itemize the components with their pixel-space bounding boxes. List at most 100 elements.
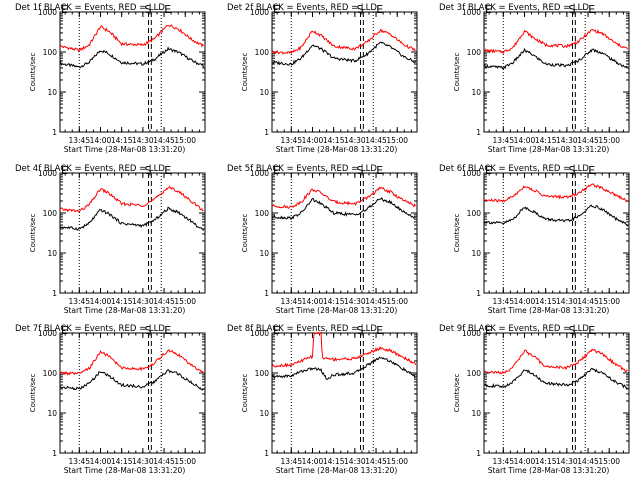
y-axis-label: Counts/sec: [29, 374, 37, 413]
marker-e-left: E: [273, 324, 280, 337]
x-tick-label: 14:15: [111, 136, 133, 145]
x-tick-label: 14:30: [132, 136, 154, 145]
x-axis-label: Start Time (28-Mar-08 13:31:20): [64, 145, 186, 154]
y-tick-label: 1: [476, 449, 481, 458]
y-tick-label: 10: [47, 409, 57, 418]
plot-frame: [483, 332, 630, 454]
x-tick-label: 15:00: [598, 297, 620, 306]
series-line-events: [271, 41, 417, 66]
x-axis-label: Start Time (28-Mar-08 13:31:20): [64, 306, 186, 315]
marker-s: S: [357, 164, 364, 177]
y-tick-label: 1: [264, 289, 269, 298]
y-tick-label: 100: [255, 48, 270, 57]
x-tick-label: 14:00: [90, 297, 112, 306]
y-axis-label: Counts/sec: [453, 214, 461, 253]
x-tick-label: 13:45: [492, 297, 514, 306]
plot-frame: [271, 172, 418, 294]
series-line-events: [483, 204, 629, 227]
x-tick-label: 13:45: [68, 297, 90, 306]
plot-frame: [483, 172, 630, 294]
x-tick-label: 14:45: [153, 297, 175, 306]
x-axis-label: Start Time (28-Mar-08 13:31:20): [488, 306, 610, 315]
panel-title: Det 7f BLACK = Events, RED = LLD: [15, 324, 165, 334]
y-axis-label: Counts/sec: [29, 214, 37, 253]
marker-e-right: E: [588, 3, 595, 16]
x-tick-label: 14:30: [344, 297, 366, 306]
x-tick-label: 14:00: [514, 457, 536, 466]
marker-e-left: E: [61, 164, 68, 177]
x-tick-label: 14:30: [556, 136, 578, 145]
marker-e-left: E: [61, 3, 68, 16]
y-tick-label: 1000: [462, 329, 481, 338]
series-line-lld: [483, 348, 628, 375]
x-tick-label: 14:15: [323, 136, 345, 145]
x-tick-label: 14:00: [302, 297, 324, 306]
x-axis-label: Start Time (28-Mar-08 13:31:20): [64, 466, 186, 475]
panel-title: Det 8f BLACK = Events, RED = LLD: [227, 324, 377, 334]
y-tick-label: 100: [43, 48, 58, 57]
panel-title: Det 1f BLACK = Events, RED = LLD: [15, 3, 165, 13]
y-tick-label: 10: [47, 88, 57, 97]
x-tick-label: 15:00: [598, 136, 620, 145]
x-tick-label: 14:45: [365, 457, 387, 466]
marker-e-left: E: [273, 164, 280, 177]
y-tick-label: 1000: [38, 8, 57, 17]
y-axis-label: Counts/sec: [453, 374, 461, 413]
series-line-lld: [483, 28, 629, 54]
plot-frame: [59, 172, 206, 294]
x-tick-label: 14:30: [132, 457, 154, 466]
series-line-events: [271, 196, 416, 220]
x-tick-label: 13:45: [68, 136, 90, 145]
x-axis-label: Start Time (28-Mar-08 13:31:20): [276, 306, 398, 315]
series-line-lld: [59, 24, 204, 53]
panel-title: Det 6f BLACK = Events, RED = LLD: [439, 164, 589, 174]
y-tick-label: 1000: [250, 8, 269, 17]
y-tick-label: 1000: [38, 169, 57, 178]
panel-title: Det 9f BLACK = Events, RED = LLD: [439, 324, 589, 334]
marker-e-right: E: [164, 324, 171, 337]
y-tick-label: 1: [52, 449, 57, 458]
marker-e-right: E: [164, 3, 171, 16]
plot-frame: [271, 11, 418, 133]
x-tick-label: 13:45: [280, 297, 302, 306]
x-tick-label: 14:00: [302, 457, 324, 466]
y-tick-label: 10: [47, 249, 57, 258]
y-tick-label: 10: [259, 88, 269, 97]
y-axis-label: Counts/sec: [241, 214, 249, 253]
series-line-lld: [271, 28, 416, 55]
y-tick-label: 1: [264, 128, 269, 137]
y-axis-label: Counts/sec: [453, 53, 461, 92]
x-axis-label: Start Time (28-Mar-08 13:31:20): [276, 145, 398, 154]
marker-e-right: E: [588, 324, 595, 337]
marker-s: S: [569, 3, 576, 16]
x-tick-label: 14:00: [302, 136, 324, 145]
marker-e-right: E: [164, 164, 171, 177]
y-tick-label: 1: [52, 289, 57, 298]
y-tick-label: 100: [467, 48, 482, 57]
series-line-lld: [483, 183, 628, 203]
marker-s: S: [145, 3, 152, 16]
series-line-lld: [271, 331, 417, 368]
marker-s: S: [145, 324, 152, 337]
x-tick-label: 14:45: [365, 297, 387, 306]
x-tick-label: 14:45: [153, 136, 175, 145]
marker-e-right: E: [376, 3, 383, 16]
x-tick-label: 13:45: [280, 457, 302, 466]
x-tick-label: 14:15: [111, 297, 133, 306]
series-line-events: [59, 206, 204, 231]
series-line-lld: [271, 186, 417, 209]
panel-title: Det 4f BLACK = Events, RED = LLD: [15, 164, 165, 174]
y-tick-label: 100: [43, 209, 58, 218]
x-tick-label: 13:45: [492, 136, 514, 145]
x-tick-label: 15:00: [386, 297, 408, 306]
y-tick-label: 100: [467, 369, 482, 378]
x-tick-label: 14:45: [577, 457, 599, 466]
x-tick-label: 13:45: [280, 136, 302, 145]
x-tick-label: 13:45: [492, 457, 514, 466]
